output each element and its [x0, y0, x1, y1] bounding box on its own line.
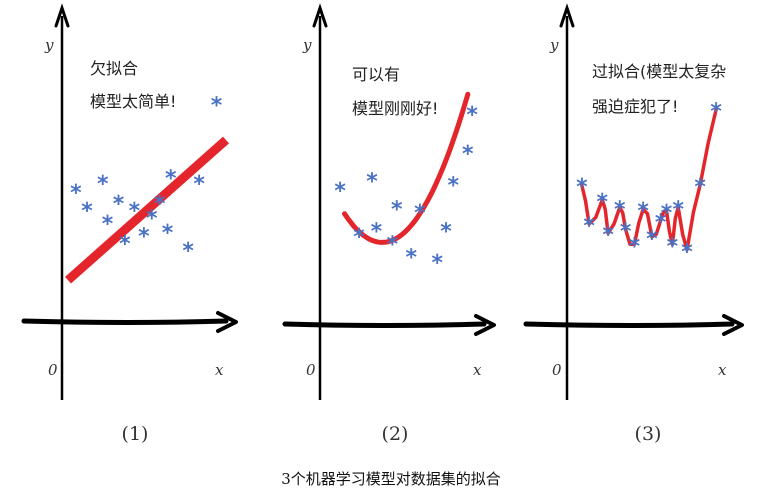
data-point: * — [637, 199, 649, 224]
data-point: * — [371, 220, 383, 245]
data-point: * — [162, 221, 174, 246]
data-point: * — [583, 214, 595, 239]
data-point: * — [576, 175, 588, 200]
data-point: * — [119, 232, 131, 257]
y-axis-label: y — [44, 36, 54, 54]
data-point: * — [129, 199, 141, 224]
x-axis-line — [523, 321, 735, 328]
y-axis-label: y — [549, 36, 559, 54]
data-point: * — [681, 240, 693, 265]
data-point: * — [710, 99, 722, 124]
data-point: * — [466, 103, 478, 128]
data-point: * — [672, 197, 684, 222]
data-point: * — [182, 239, 194, 264]
data-point: * — [211, 94, 223, 119]
data-point: * — [138, 225, 150, 250]
data-point: * — [667, 234, 679, 259]
y-axis-arrow-icon — [54, 3, 70, 28]
data-point: * — [629, 234, 641, 259]
y-axis-arrow-icon — [312, 3, 328, 28]
x-axis-arrow-icon — [722, 314, 744, 336]
x-axis-line — [282, 321, 487, 328]
origin-label: 0 — [306, 361, 316, 379]
data-point: * — [102, 212, 114, 237]
data-point: * — [655, 210, 667, 235]
fit-curve — [65, 136, 229, 284]
data-point: * — [614, 197, 626, 222]
data-point: * — [602, 223, 614, 248]
origin-label: 0 — [48, 361, 58, 379]
data-point: * — [154, 192, 166, 217]
data-point: * — [391, 197, 403, 222]
data-point: * — [462, 142, 474, 167]
data-point: * — [353, 225, 365, 250]
origin-label: 0 — [552, 361, 562, 379]
data-point: * — [646, 227, 658, 252]
y-axis-label: y — [302, 36, 312, 54]
panel-label: (2) — [382, 423, 409, 445]
data-point: * — [620, 220, 632, 245]
data-point: * — [193, 172, 205, 197]
y-axis-arrow-icon — [559, 3, 575, 28]
panel-note-line: 可以有 — [352, 65, 400, 84]
fit-curve — [342, 91, 471, 245]
data-point: * — [113, 192, 125, 217]
data-point: * — [146, 206, 158, 231]
data-point: * — [405, 245, 417, 270]
data-point: * — [432, 251, 444, 276]
x-axis-label: x — [473, 361, 482, 379]
x-axis-arrow-icon — [216, 311, 238, 333]
data-point: * — [447, 173, 459, 198]
x-axis-arrow-icon — [474, 314, 496, 336]
panel-note-line: 模型太简单! — [90, 92, 176, 111]
fit-curve — [580, 107, 718, 252]
figure-caption: 3个机器学习模型对数据集的拟合 — [281, 470, 501, 488]
data-point: * — [694, 175, 706, 200]
data-point: * — [414, 201, 426, 226]
data-point: * — [334, 179, 346, 204]
data-point: * — [165, 166, 177, 191]
data-point: * — [440, 220, 452, 245]
data-point: * — [97, 172, 109, 197]
panel-note-line: 过拟合(模型太复杂 — [592, 62, 726, 81]
data-point: * — [661, 201, 673, 226]
data-point: * — [597, 190, 609, 215]
panel-label: (3) — [635, 423, 662, 445]
panel-note-line: 欠拟合 — [90, 59, 138, 78]
panel-note-line: 强迫症犯了! — [592, 97, 678, 116]
data-point: * — [387, 232, 399, 257]
x-axis-label: x — [718, 361, 727, 379]
x-axis-line — [21, 318, 229, 325]
data-point: * — [70, 181, 82, 206]
x-axis-label: x — [215, 361, 224, 379]
data-point: * — [366, 170, 378, 195]
panel-label: (1) — [122, 423, 149, 445]
data-point: * — [81, 199, 93, 224]
panel-note-line: 模型刚刚好! — [352, 99, 438, 118]
